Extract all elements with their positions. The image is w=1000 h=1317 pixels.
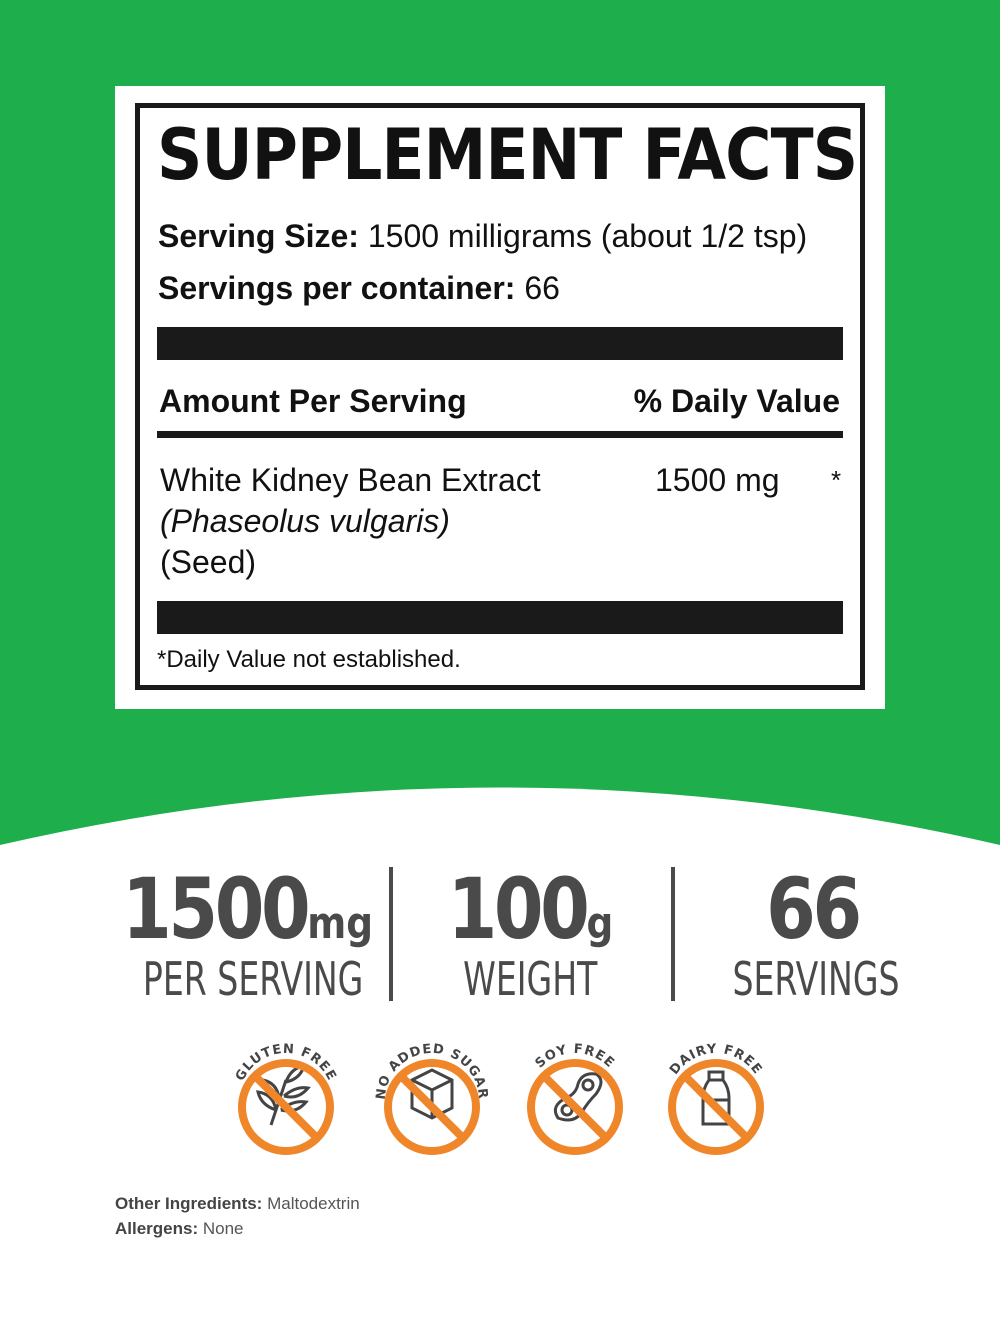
prohibited-slash <box>398 1073 466 1141</box>
badge-no-added-sugar: NO ADDED SUGAR <box>367 1030 497 1160</box>
stat-per-serving: 1500mg PER SERVING <box>100 860 373 1006</box>
serving-size: Serving Size: 1500 milligrams (about 1/2… <box>158 218 807 255</box>
servings-per-container: Servings per container: 66 <box>158 270 560 307</box>
ingredient-amount: 1500 mg <box>655 462 780 498</box>
other-ingredients: Other Ingredients: Maltodextrin <box>115 1194 360 1214</box>
servings-label: Servings per container: <box>158 270 516 306</box>
stat-weight: 100g WEIGHT <box>410 860 650 1006</box>
allergens: Allergens: None <box>115 1219 244 1239</box>
prohibited-slash <box>541 1073 609 1141</box>
footnote: *Daily Value not established. <box>157 646 461 673</box>
stat-divider <box>389 867 393 1001</box>
stat-divider <box>671 867 675 1001</box>
stat-value: 1500mg <box>122 860 374 958</box>
allergens-label: Allergens: <box>115 1219 199 1238</box>
ingredient-row: White Kidney Bean Extract (Phaseolus vul… <box>160 460 541 583</box>
dv-header: % Daily Value <box>633 383 840 419</box>
thick-divider <box>157 327 843 360</box>
badge-soy-free: SOY FREE <box>510 1030 640 1160</box>
supplement-facts-label: SUPPLEMENT FACTS Serving Size: 1500 mill… <box>115 86 885 709</box>
stat-label: WEIGHT <box>462 952 598 1006</box>
stat-label: SERVINGS <box>732 952 900 1006</box>
stat-value: 100g <box>447 860 613 958</box>
other-ingredients-label: Other Ingredients: <box>115 1194 263 1213</box>
badge-dairy-free: DAIRY FREE <box>651 1030 781 1160</box>
medium-divider <box>157 431 843 438</box>
prohibited-circle-icon <box>384 1059 480 1155</box>
stat-value: 66 <box>766 860 862 958</box>
stat-label: PER SERVING <box>142 952 364 1006</box>
prohibited-circle-icon <box>527 1059 623 1155</box>
serving-size-value: 1500 milligrams (about 1/2 tsp) <box>367 218 808 254</box>
ingredient-name: White Kidney Bean Extract <box>160 462 541 498</box>
ingredient-part: (Seed) <box>160 544 257 580</box>
prohibited-circle-icon <box>668 1059 764 1155</box>
bottom-divider <box>157 601 843 634</box>
label-frame <box>135 103 865 690</box>
prohibited-slash <box>682 1073 750 1141</box>
allergens-value: None <box>202 1219 244 1238</box>
facts-title: SUPPLEMENT FACTS <box>157 114 858 196</box>
ingredient-dv: * <box>831 465 842 495</box>
amount-header: Amount Per Serving <box>159 383 467 419</box>
serving-size-label: Serving Size: <box>158 218 359 254</box>
other-ingredients-value: Maltodextrin <box>267 1194 360 1213</box>
servings-value: 66 <box>524 270 560 306</box>
ingredient-latin: (Phaseolus vulgaris) <box>160 503 450 539</box>
badge-gluten-free: GLUTEN FREE <box>221 1030 351 1160</box>
prohibited-slash <box>252 1073 320 1141</box>
stat-servings: 66 SERVINGS <box>700 860 925 1006</box>
prohibited-circle-icon <box>238 1059 334 1155</box>
